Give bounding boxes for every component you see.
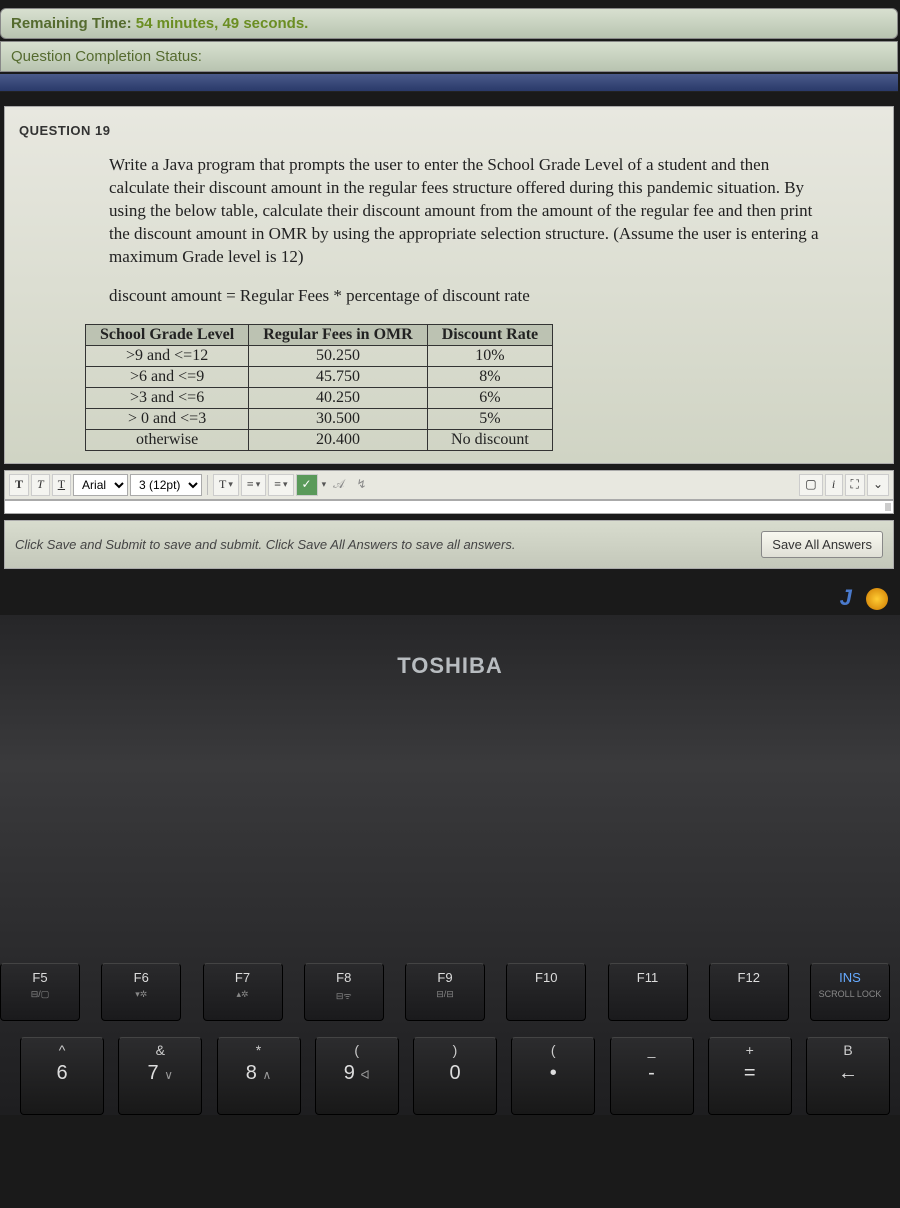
key-paren: (• (511, 1037, 595, 1115)
laptop-brand: TOSHIBA (0, 615, 900, 679)
question-formula: discount amount = Regular Fees * percent… (109, 285, 829, 308)
bold-button[interactable]: T (9, 474, 29, 496)
question-prompt: Write a Java program that prompts the us… (109, 154, 829, 269)
key-0: )0 (413, 1037, 497, 1115)
key-f6: F6▾✲ (101, 963, 181, 1021)
preview-icon[interactable]: ▢ (799, 474, 822, 496)
table-header-row: School Grade Level Regular Fees in OMR D… (86, 324, 553, 345)
col-header: Regular Fees in OMR (249, 324, 427, 345)
fee-table: School Grade Level Regular Fees in OMR D… (85, 324, 553, 451)
function-key-row: F5⊟/▢ F6▾✲ F7▴✲ F8⊟ᯤ F9⊟/⊟ F10 F11 F12 I… (0, 963, 900, 1021)
fullscreen-icon[interactable]: ⛶ (845, 474, 865, 496)
answer-textarea[interactable] (4, 500, 894, 514)
editor-toolbar: T T T Arial 3 (12pt) T▾ ≡▾ ≡▾ ✓ ▾ 𝒜 ↯ ▢ … (4, 470, 894, 500)
more-icon[interactable]: ⌄ (867, 474, 889, 496)
table-row: >6 and <=945.7508% (86, 366, 553, 387)
timer-label: Remaining Time: (11, 15, 132, 32)
col-header: School Grade Level (86, 324, 249, 345)
col-header: Discount Rate (427, 324, 552, 345)
key-7: &7 ∨ (118, 1037, 202, 1115)
status-label: Question Completion Status: (11, 48, 202, 65)
timer-bar: Remaining Time: 54 minutes, 49 seconds. (0, 8, 898, 39)
key-equals: += (708, 1037, 792, 1115)
key-backspace: B← (806, 1037, 890, 1115)
laptop-keyboard: TOSHIBA F5⊟/▢ F6▾✲ F7▴✲ F8⊟ᯤ F9⊟/⊟ F10 F… (0, 615, 900, 1115)
save-all-answers-button[interactable]: Save All Answers (761, 531, 883, 558)
key-6: ^6 (20, 1037, 104, 1115)
key-f5: F5⊟/▢ (0, 963, 80, 1021)
question-number: QUESTION 19 (19, 123, 879, 138)
title-strip (0, 74, 898, 92)
underline-button[interactable]: T (52, 474, 71, 496)
key-9: (9 ᐊ (315, 1037, 399, 1115)
key-f8: F8⊟ᯤ (304, 963, 384, 1021)
bullet-list-button[interactable]: ≡▾ (241, 474, 266, 496)
save-hint: Click Save and Submit to save and submit… (15, 537, 761, 552)
italic-button[interactable]: T (31, 474, 50, 496)
app-icon-letter[interactable]: J (840, 585, 854, 610)
dropdown-icon[interactable]: ▾ (322, 479, 327, 490)
size-select[interactable]: 3 (12pt) (130, 474, 202, 496)
attach-icon[interactable]: 𝒜 (328, 474, 349, 496)
spellcheck-button[interactable]: ✓ (296, 474, 318, 496)
desktop-taskbar: J (0, 577, 900, 611)
key-8: *8 ∧ (217, 1037, 301, 1115)
mashup-icon[interactable]: ↯ (352, 474, 372, 496)
key-f9: F9⊟/⊟ (405, 963, 485, 1021)
table-row: >3 and <=640.2506% (86, 387, 553, 408)
key-f12: F12 (709, 963, 789, 1021)
number-key-row: ^6 &7 ∨ *8 ∧ (9 ᐊ )0 (• _- += B← (0, 1037, 900, 1115)
key-minus: _- (610, 1037, 694, 1115)
table-row: > 0 and <=330.5005% (86, 408, 553, 429)
key-f10: F10 (506, 963, 586, 1021)
app-icon-circle[interactable] (866, 588, 888, 610)
textcolor-button[interactable]: T▾ (213, 474, 239, 496)
key-f7: F7▴✲ (203, 963, 283, 1021)
key-ins: INSSCROLL LOCK (810, 963, 890, 1021)
key-f11: F11 (608, 963, 688, 1021)
table-row: >9 and <=1250.25010% (86, 345, 553, 366)
question-panel: QUESTION 19 Write a Java program that pr… (4, 106, 894, 464)
save-panel: Click Save and Submit to save and submit… (4, 520, 894, 569)
help-icon[interactable]: i (825, 474, 843, 496)
status-bar[interactable]: Question Completion Status: (0, 41, 898, 72)
number-list-button[interactable]: ≡▾ (268, 474, 293, 496)
separator (207, 475, 208, 495)
table-row: otherwise20.400No discount (86, 429, 553, 450)
font-select[interactable]: Arial (73, 474, 128, 496)
timer-value: 54 minutes, 49 seconds. (136, 15, 309, 32)
